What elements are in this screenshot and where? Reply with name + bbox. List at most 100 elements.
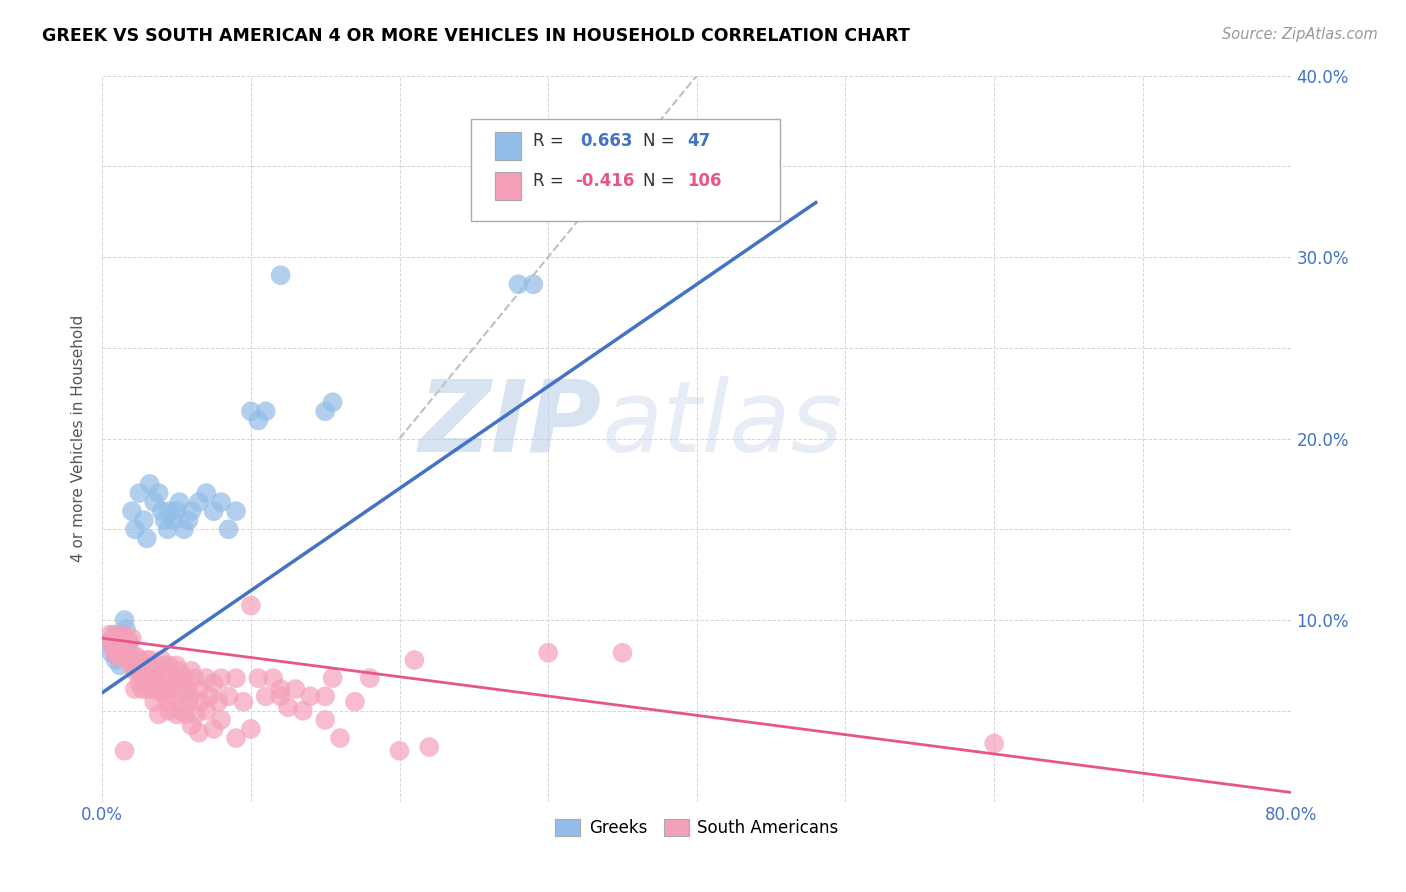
Point: [124, 681, 146, 696]
Point: [111, 640, 134, 655]
Point: [153, 513, 176, 527]
Bar: [495, 132, 520, 160]
Text: 0.663: 0.663: [581, 132, 633, 150]
Point: [176, 681, 198, 696]
Point: [983, 737, 1005, 751]
Point: [291, 704, 314, 718]
Point: [612, 646, 634, 660]
Point: [254, 690, 277, 704]
Point: [343, 695, 366, 709]
Point: [239, 404, 262, 418]
Point: [122, 653, 145, 667]
Point: [125, 649, 148, 664]
Point: [143, 695, 166, 709]
Text: atlas: atlas: [602, 376, 844, 473]
Point: [105, 627, 128, 641]
Point: [225, 504, 247, 518]
Point: [134, 676, 156, 690]
Text: N =: N =: [644, 132, 675, 150]
Bar: [495, 132, 520, 160]
Point: [129, 664, 152, 678]
Point: [155, 681, 177, 696]
Point: [121, 631, 143, 645]
Point: [104, 646, 127, 660]
Point: [145, 658, 167, 673]
Point: [105, 649, 128, 664]
Point: [127, 664, 149, 678]
Point: [183, 671, 205, 685]
Point: [100, 646, 122, 660]
Point: [105, 639, 128, 653]
Point: [359, 671, 381, 685]
Point: [141, 681, 163, 696]
Text: N =: N =: [644, 172, 675, 190]
FancyBboxPatch shape: [471, 120, 780, 220]
Point: [177, 695, 200, 709]
Point: [135, 532, 157, 546]
Point: [174, 707, 197, 722]
Point: [132, 658, 155, 673]
Point: [195, 704, 218, 718]
Point: [187, 725, 209, 739]
Point: [105, 631, 128, 645]
Point: [173, 522, 195, 536]
Point: [169, 664, 191, 678]
Text: R =: R =: [533, 172, 564, 190]
Point: [128, 653, 150, 667]
Point: [270, 681, 292, 696]
Text: -0.416: -0.416: [575, 172, 636, 190]
Point: [98, 635, 121, 649]
Point: [522, 277, 544, 292]
Point: [262, 671, 284, 685]
Point: [115, 640, 138, 655]
Point: [277, 700, 299, 714]
Point: [139, 653, 162, 667]
Point: [239, 722, 262, 736]
Point: [98, 627, 121, 641]
Point: [152, 671, 174, 685]
Point: [180, 504, 202, 518]
Point: [157, 704, 180, 718]
Point: [686, 195, 709, 210]
Point: [157, 504, 180, 518]
Point: [329, 731, 352, 745]
Point: [537, 646, 560, 660]
Point: [508, 277, 530, 292]
Point: [322, 395, 344, 409]
Point: [148, 707, 170, 722]
Point: [202, 676, 225, 690]
Point: [110, 627, 132, 641]
Point: [418, 740, 440, 755]
Point: [114, 627, 136, 641]
Point: [322, 671, 344, 685]
Point: [157, 658, 180, 673]
Point: [136, 667, 159, 681]
Point: [314, 404, 336, 418]
Point: [103, 627, 125, 641]
Point: [150, 504, 173, 518]
Point: [612, 159, 634, 173]
Point: [209, 671, 232, 685]
Point: [314, 713, 336, 727]
Point: [247, 671, 270, 685]
Point: [195, 671, 218, 685]
Point: [225, 731, 247, 745]
Point: [111, 646, 134, 660]
Point: [121, 658, 143, 673]
Point: [187, 681, 209, 696]
Point: [180, 718, 202, 732]
Point: [195, 486, 218, 500]
Point: [124, 664, 146, 678]
Point: [150, 686, 173, 700]
Text: R =: R =: [533, 132, 564, 150]
Point: [101, 640, 124, 655]
Point: [187, 495, 209, 509]
Point: [247, 413, 270, 427]
Point: [166, 658, 188, 673]
Y-axis label: 4 or more Vehicles in Household: 4 or more Vehicles in Household: [72, 315, 86, 562]
Point: [184, 707, 207, 722]
Point: [135, 681, 157, 696]
Point: [172, 686, 194, 700]
Point: [124, 522, 146, 536]
Point: [115, 622, 138, 636]
